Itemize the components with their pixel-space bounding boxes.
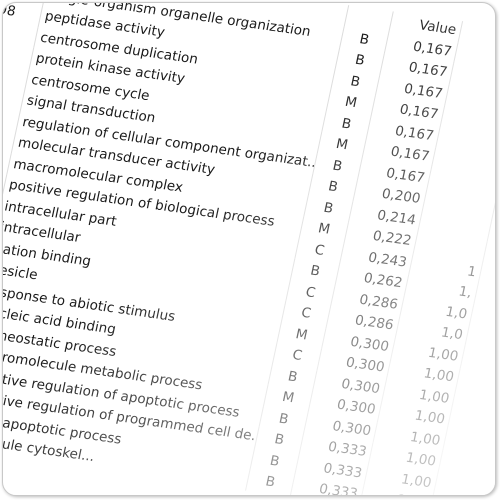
table: Value 008233single-organism organelle or… [3, 3, 495, 495]
screenshot: Value 008233single-organism organelle or… [2, 2, 496, 496]
